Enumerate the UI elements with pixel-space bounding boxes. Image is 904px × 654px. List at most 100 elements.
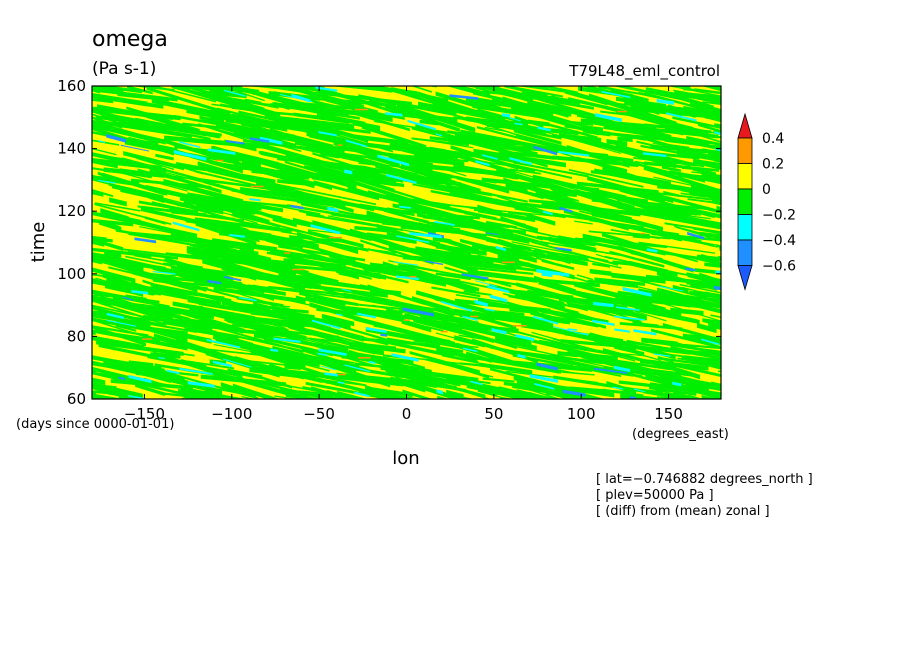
streak-strong-negative — [633, 329, 657, 336]
streak-negative — [163, 262, 186, 267]
streak-strong-negative — [179, 367, 213, 375]
streak-negative — [391, 87, 449, 104]
streak-negative — [615, 294, 700, 309]
streak-negative — [489, 367, 567, 390]
streak-negative — [240, 323, 299, 338]
streak-negative — [617, 198, 710, 211]
streak-negative — [606, 380, 637, 395]
streak-negative — [266, 365, 367, 387]
streak-negative — [741, 348, 828, 365]
streak-negative — [92, 152, 167, 173]
streak-negative — [636, 140, 666, 150]
streak-negative — [662, 165, 681, 173]
streak-negative — [409, 146, 471, 157]
streak-strong-negative — [128, 395, 146, 399]
streak-negative — [411, 137, 469, 147]
streak-negative — [395, 376, 466, 399]
streak-negative — [446, 225, 530, 254]
streak-negative — [702, 318, 721, 325]
streak-negative — [398, 371, 461, 387]
streak-negative — [606, 138, 628, 147]
streak-negative — [308, 230, 364, 249]
streak-negative — [660, 96, 721, 115]
streak-negative — [380, 365, 479, 383]
streak-negative — [436, 183, 492, 197]
streak-negative — [274, 101, 290, 111]
streak-negative — [712, 352, 721, 358]
streak-strong-negative — [344, 364, 370, 373]
streak-negative — [652, 142, 703, 153]
streak-negative — [531, 240, 618, 266]
streak-negative — [126, 86, 153, 95]
streak-strong-negative — [713, 285, 721, 291]
streak-negative — [209, 90, 247, 99]
streak-negative — [557, 255, 589, 262]
streak-negative — [213, 150, 261, 167]
streak-strong-negative — [310, 224, 341, 235]
streak-negative — [98, 219, 122, 232]
streak-strong-negative — [562, 389, 586, 397]
streak-negative — [221, 301, 279, 310]
streak-negative — [670, 307, 704, 316]
streak-negative — [174, 163, 204, 175]
streak-negative — [548, 236, 597, 253]
y-axis-ticks: 60 80 100 120 140 160 — [57, 77, 721, 408]
streak-negative — [484, 126, 505, 132]
streak-negative — [369, 262, 412, 272]
streak-positive — [337, 144, 343, 146]
streak-negative — [698, 401, 716, 407]
streak-negative — [144, 216, 166, 225]
streak-negative — [103, 167, 165, 178]
streak-negative — [718, 255, 721, 260]
streak-strong-negative — [484, 308, 495, 312]
streak-negative — [490, 345, 581, 367]
streak-negative — [101, 301, 177, 312]
streak-negative — [92, 384, 117, 391]
streak-negative — [529, 391, 554, 399]
streak-negative — [311, 386, 355, 399]
streak-negative — [92, 314, 151, 327]
streak-negative — [250, 317, 313, 328]
streak-strong-negative — [629, 396, 637, 399]
streak-negative — [181, 107, 220, 113]
streak-strong-negative — [612, 386, 624, 390]
streak-negative — [329, 114, 346, 122]
streak-strong-negative — [249, 137, 270, 143]
y-tick-label: 80 — [67, 327, 86, 345]
streak-negative — [711, 343, 721, 348]
streak-negative — [437, 222, 462, 234]
streak-negative — [388, 208, 480, 220]
streak-negative — [353, 134, 409, 146]
streak-negative — [470, 154, 572, 180]
heatmap-streaks — [92, 86, 828, 419]
streak-negative — [183, 199, 262, 211]
streak-negative — [230, 88, 265, 102]
streak-negative — [366, 402, 460, 419]
streak-negative — [478, 298, 507, 308]
streak-negative — [596, 86, 638, 95]
streak-negative — [138, 200, 199, 214]
streak-negative — [595, 406, 615, 411]
streak-strong-negative — [595, 113, 622, 122]
colorbar-swatch — [737, 239, 753, 266]
streak-negative — [436, 346, 477, 362]
streak-negative — [351, 333, 389, 346]
streak-negative — [308, 104, 365, 117]
streak-strong-negative — [118, 376, 126, 381]
streak-negative — [707, 200, 721, 206]
streak-negative — [575, 186, 600, 191]
streak-positive — [357, 357, 371, 359]
streak-negative — [384, 103, 460, 132]
streak-positive — [284, 252, 291, 254]
streak-negative — [108, 391, 128, 397]
streak-negative — [274, 395, 299, 399]
x-tick-label: −100 — [211, 405, 252, 423]
streak-strong-negative — [212, 360, 232, 368]
streak-negative — [313, 180, 379, 201]
streak-negative — [693, 290, 721, 300]
streak-negative — [459, 313, 496, 322]
streak-strong-negative — [541, 272, 553, 278]
streak-negative — [404, 320, 444, 332]
streak-negative — [464, 219, 549, 246]
streak-strong-negative — [656, 98, 675, 105]
